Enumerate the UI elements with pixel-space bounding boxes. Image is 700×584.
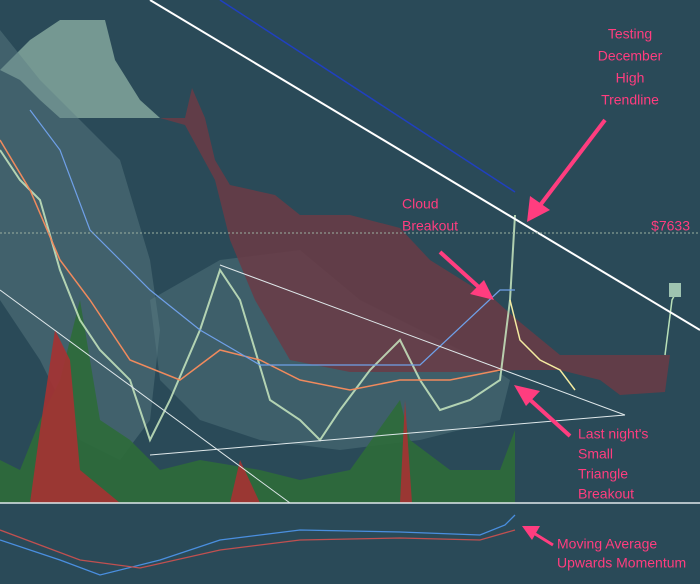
long-moving-average xyxy=(219,0,516,193)
triangle-line xyxy=(219,264,626,416)
annotation-text: Small xyxy=(578,446,613,462)
annotation-text: Upwards Momentum xyxy=(557,555,686,571)
arrow xyxy=(438,250,484,292)
arrow xyxy=(536,118,607,210)
annotation-text: Cloud xyxy=(402,196,439,212)
moving-average xyxy=(0,139,501,391)
triangle-line xyxy=(149,414,626,456)
arrow xyxy=(531,530,554,547)
arrows xyxy=(438,118,607,547)
lagging-line xyxy=(509,299,576,391)
annotations: Testing December High Trendline Cloud Breakou… xyxy=(402,26,686,571)
volume-area xyxy=(30,330,412,503)
arrow-head xyxy=(514,385,540,406)
price-line xyxy=(0,149,516,443)
annotation-text: High xyxy=(616,70,645,86)
annotation-text: Testing xyxy=(608,26,652,42)
price-label: $7633 xyxy=(651,218,690,234)
annotation-text: Breakout xyxy=(402,218,458,234)
annotation-text: Triangle xyxy=(578,466,628,482)
arrow-head xyxy=(527,196,550,222)
annotation-text: Breakout xyxy=(578,486,634,502)
annotation-text: Trendline xyxy=(601,92,659,108)
trendline xyxy=(149,0,700,331)
moving-average xyxy=(29,109,515,366)
arrow xyxy=(525,395,572,438)
annotation-text: December xyxy=(598,48,663,64)
cloud-bearish xyxy=(160,88,670,395)
annotation-text: Last night's xyxy=(578,426,648,442)
cloud-bullish xyxy=(0,20,160,118)
arrow-head xyxy=(470,280,494,300)
cloud-edge xyxy=(669,283,681,297)
volume-area xyxy=(0,300,515,503)
annotation-text: Moving Average xyxy=(557,536,657,552)
signal-line xyxy=(0,529,516,569)
arrow-head xyxy=(522,526,540,540)
trendline xyxy=(0,289,291,504)
bollinger-band xyxy=(0,30,160,460)
macd-line xyxy=(0,514,516,576)
